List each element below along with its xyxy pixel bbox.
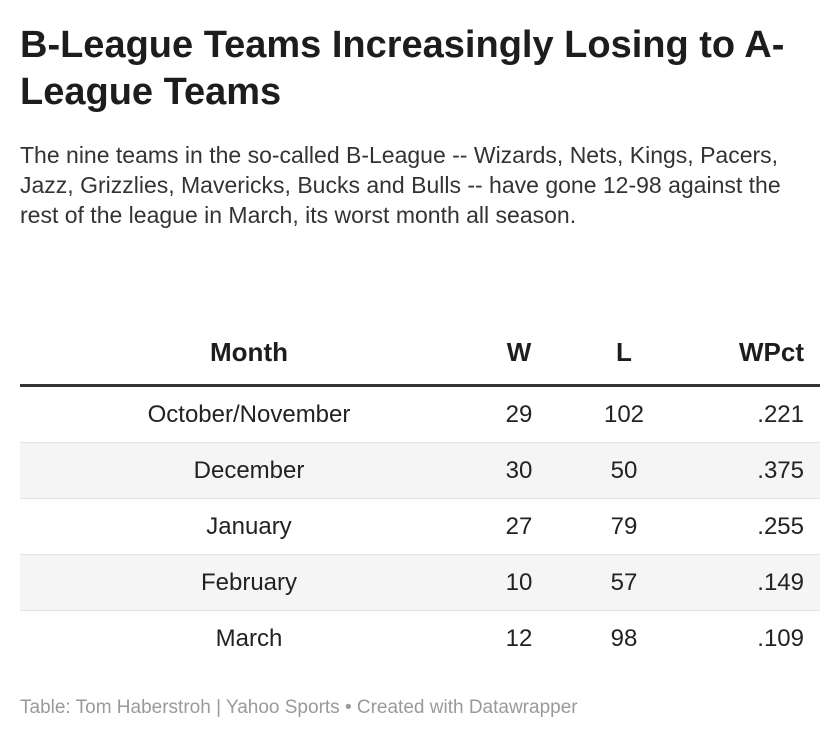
- cell-month: October/November: [20, 385, 478, 443]
- cell-month: December: [20, 442, 478, 499]
- table-row: February 10 57 .149: [20, 554, 820, 611]
- cell-wpct: .149: [688, 554, 820, 611]
- cell-month: February: [20, 554, 478, 611]
- cell-w: 10: [478, 554, 560, 611]
- cell-w: 29: [478, 385, 560, 443]
- header-wpct[interactable]: WPct: [688, 320, 820, 387]
- header-w[interactable]: W: [478, 320, 560, 387]
- table-row: December 30 50 .375: [20, 442, 820, 499]
- cell-wpct: .375: [688, 442, 820, 499]
- chart-description: The nine teams in the so-called B-League…: [20, 142, 781, 228]
- source-footer: Table: Tom Haberstroh | Yahoo Sports • C…: [20, 697, 578, 718]
- table-row: October/November 29 102 .221: [20, 385, 820, 443]
- table-row: March 12 98 .109: [20, 611, 820, 667]
- header-month[interactable]: Month: [20, 320, 478, 387]
- cell-wpct: .221: [688, 385, 820, 443]
- data-table: Month W L WPct October/November 29 102 .…: [20, 320, 820, 666]
- cell-l: 98: [610, 624, 638, 652]
- chart-title: B-League Teams Increasingly Losing to A-…: [20, 24, 785, 113]
- cell-l: 57: [560, 554, 688, 611]
- cell-w: 30: [478, 442, 560, 499]
- cell-wpct: .255: [688, 498, 820, 555]
- cell-l: 50: [560, 442, 688, 499]
- cell-w: 12: [505, 624, 533, 652]
- table-row: January 27 79 .255: [20, 498, 820, 555]
- cell-w: 27: [478, 498, 560, 555]
- cell-wpct: .109: [757, 624, 804, 652]
- cell-month: March: [215, 624, 283, 652]
- header-l[interactable]: L: [560, 320, 688, 387]
- cell-l: 79: [560, 498, 688, 555]
- table-header-row: Month W L WPct: [20, 320, 820, 387]
- cell-l: 102: [560, 385, 688, 443]
- cell-month: January: [20, 498, 478, 555]
